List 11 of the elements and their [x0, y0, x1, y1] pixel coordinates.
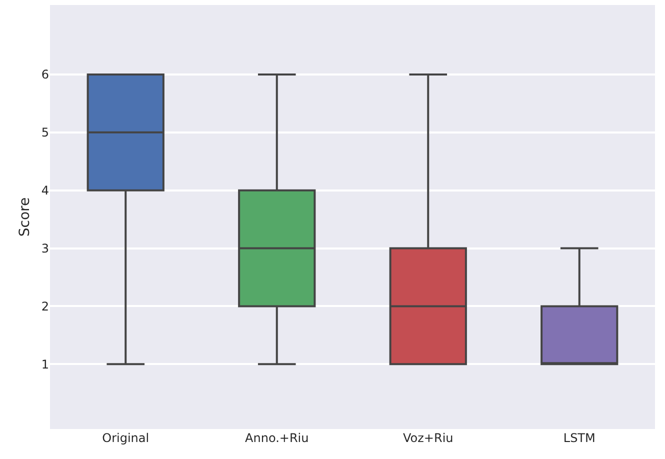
- x-tick-label: Original: [102, 431, 150, 445]
- y-tick-label: 5: [41, 126, 49, 140]
- x-tick-label: LSTM: [563, 431, 596, 445]
- y-tick-label: 6: [41, 68, 49, 82]
- y-tick-label: 3: [41, 241, 49, 256]
- y-axis-title: Score: [16, 197, 33, 237]
- x-tick-label: Voz+Riu: [403, 431, 454, 445]
- y-tick-label: 1: [41, 357, 49, 372]
- y-tick-label: 2: [41, 299, 49, 314]
- y-tick-label: 4: [41, 184, 49, 198]
- x-tick-label: Anno.+Riu: [245, 431, 309, 445]
